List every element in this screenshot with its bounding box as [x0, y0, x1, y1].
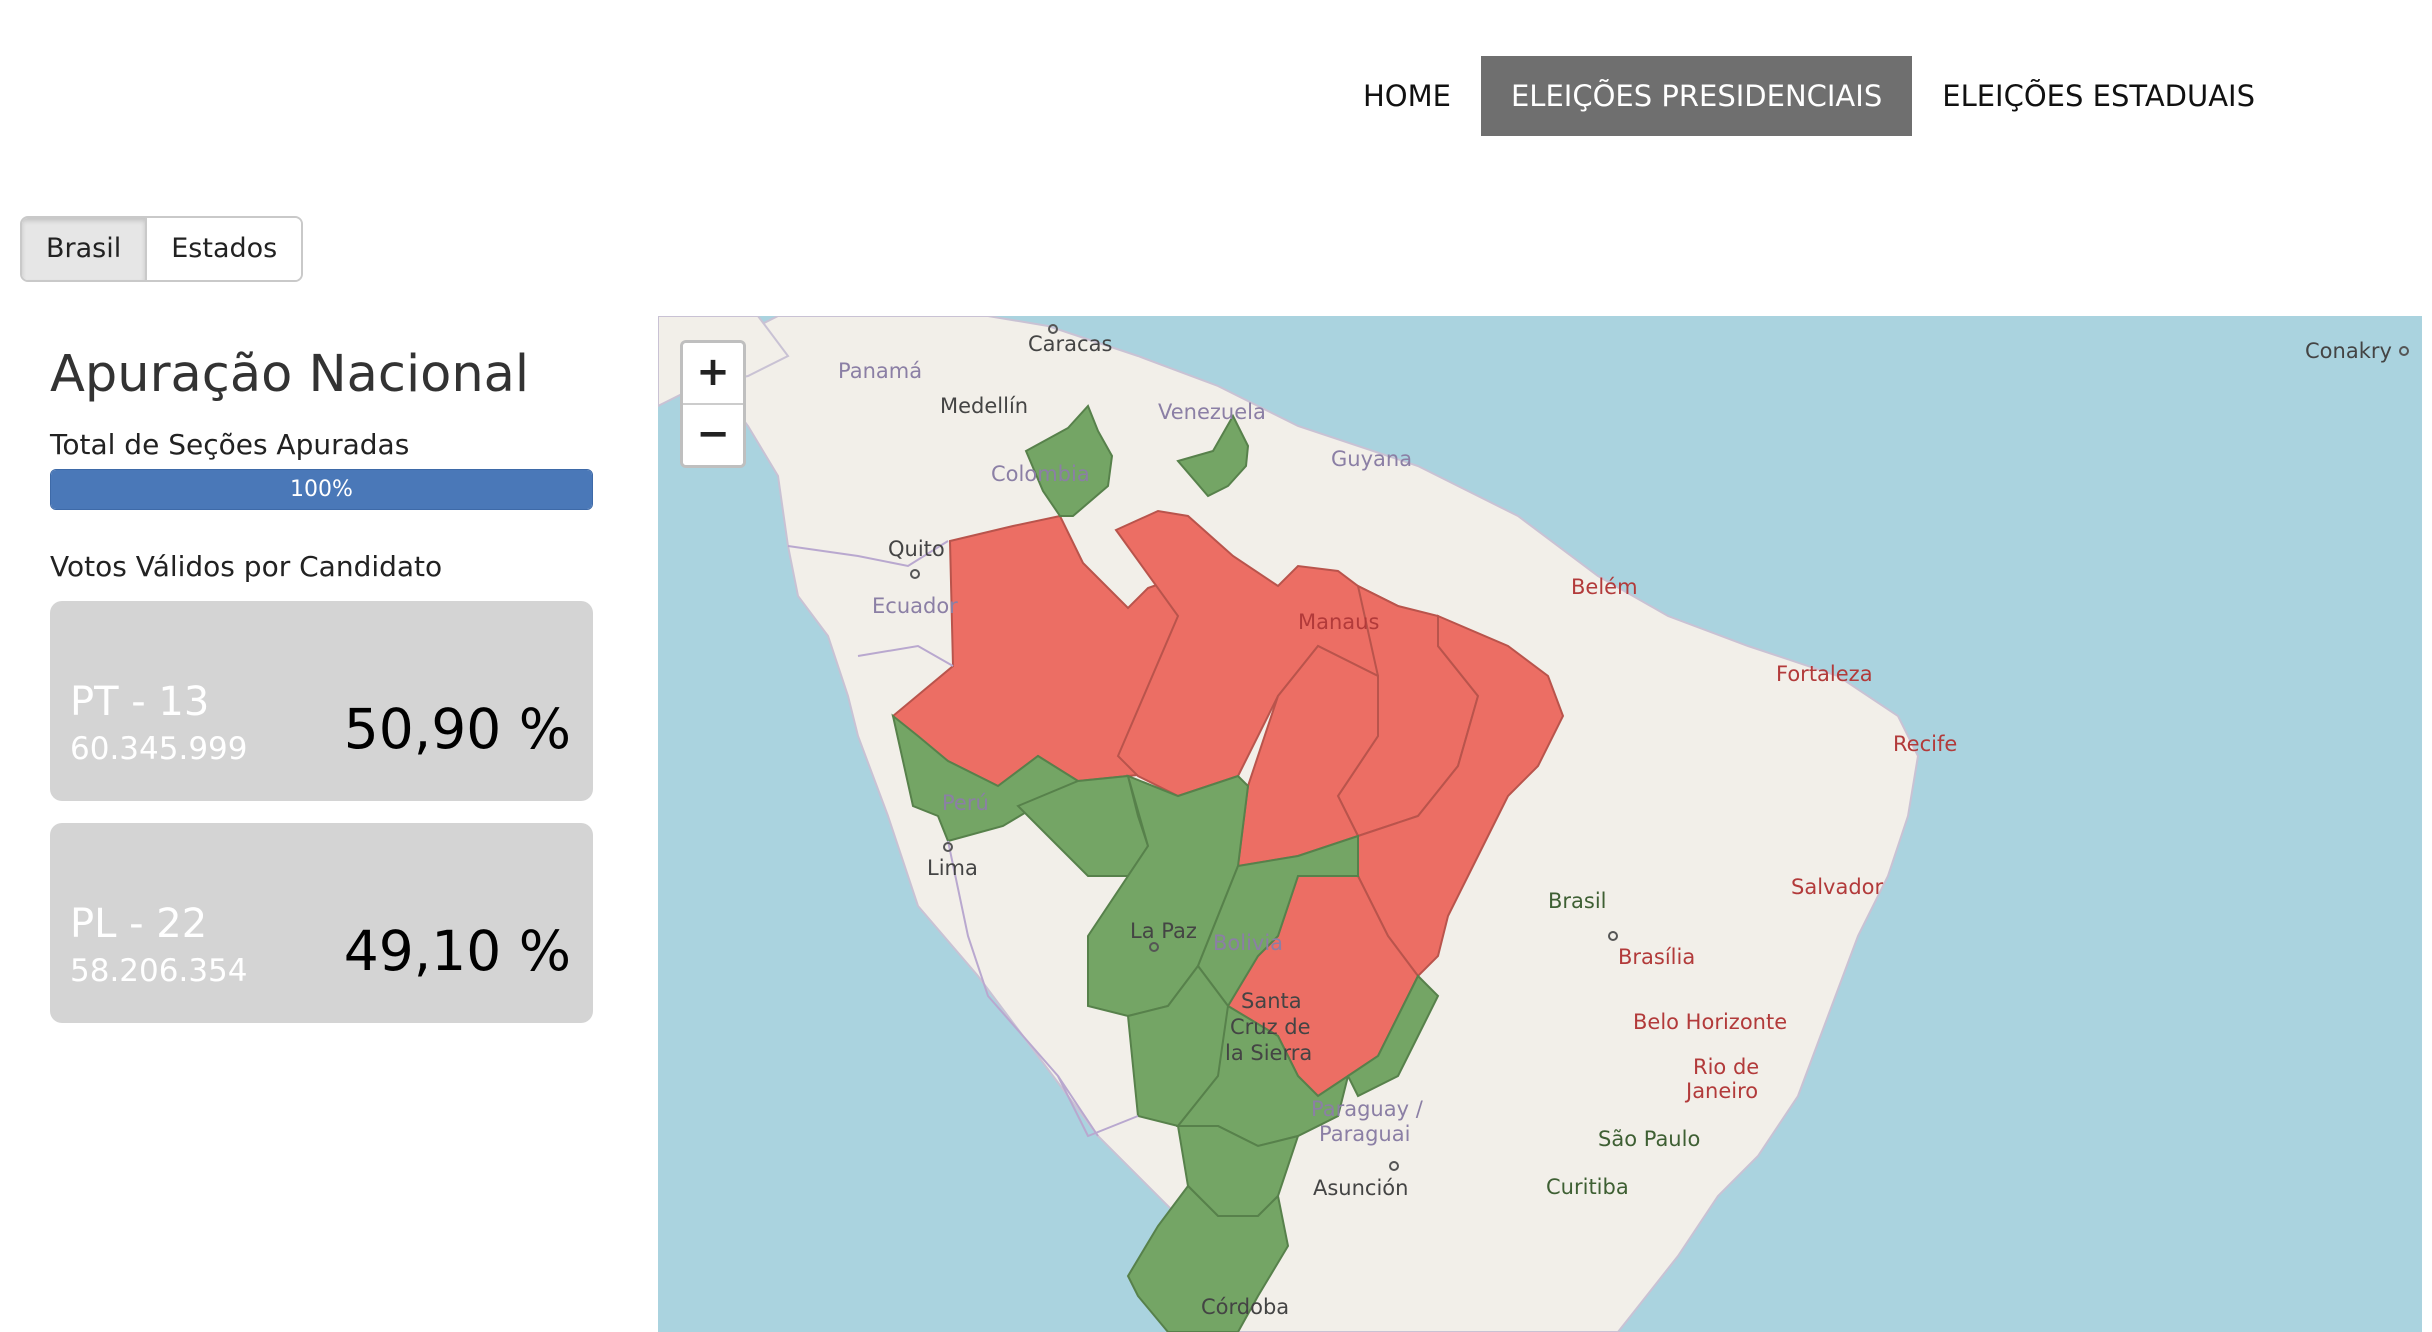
- label-peru: Perú: [942, 791, 989, 815]
- view-toggle: Brasil Estados: [20, 216, 304, 282]
- label-salvador: Salvador: [1791, 875, 1884, 899]
- label-cruz-de: Cruz de: [1230, 1015, 1311, 1039]
- map-canvas[interactable]: Caracas Panamá Medellín Venezuela Guyana…: [658, 316, 2422, 1332]
- state-sao-paulo[interactable]: [1175, 1004, 1350, 1148]
- label-medellin: Medellín: [940, 394, 1028, 418]
- label-santa: Santa: [1241, 989, 1302, 1013]
- label-sao-paulo: São Paulo: [1598, 1127, 1700, 1151]
- state-nordeste[interactable]: [1357, 614, 1565, 978]
- label-paraguai: Paraguai: [1319, 1122, 1410, 1146]
- label-quito: Quito: [888, 537, 945, 561]
- state-espirito-santo-rio[interactable]: [1346, 974, 1440, 1098]
- progress-bar-track: 100%: [50, 469, 593, 510]
- nav-eleicoes-estaduais[interactable]: ELEIÇÕES ESTADUAIS: [1942, 79, 2256, 113]
- votes-label: Votos Válidos por Candidato: [50, 550, 443, 583]
- states-pl: [891, 404, 1440, 1332]
- toggle-brasil[interactable]: Brasil: [22, 218, 146, 280]
- label-belo-horizonte: Belo Horizonte: [1633, 1010, 1787, 1034]
- progress-label: Total de Seções Apuradas: [50, 428, 410, 461]
- label-asuncion: Asunción: [1313, 1176, 1408, 1200]
- top-nav: HOME ELEIÇÕES PRESIDENCIAIS ELEIÇÕES EST…: [1333, 56, 2285, 136]
- label-venezuela: Venezuela: [1158, 400, 1266, 424]
- zoom-control: + −: [680, 340, 746, 468]
- nav-home[interactable]: HOME: [1363, 79, 1451, 113]
- label-colombia: Colombia: [991, 462, 1090, 486]
- map-labels: Caracas Panamá Medellín Venezuela Guyana…: [838, 332, 2392, 1319]
- city-markers: [910, 324, 2409, 1171]
- label-bolivia: Bolivia: [1213, 931, 1283, 955]
- label-panama: Panamá: [838, 359, 922, 383]
- zoom-out-button[interactable]: −: [683, 403, 743, 465]
- progress-bar-fill: 100%: [51, 470, 592, 509]
- label-ecuador: Ecuador: [872, 594, 958, 618]
- results-panel: Apuração Nacional Total de Seções Apurad…: [50, 340, 593, 583]
- label-curitiba: Curitiba: [1546, 1175, 1629, 1199]
- country-borders: [787, 540, 1139, 1138]
- candidate-card-pl: PL - 22 58.206.354 49,10 %: [50, 823, 593, 1023]
- panel-title: Apuração Nacional: [50, 345, 530, 404]
- map[interactable]: Caracas Panamá Medellín Venezuela Guyana…: [658, 316, 2422, 1332]
- label-recife: Recife: [1893, 732, 1957, 756]
- label-guyana: Guyana: [1331, 447, 1412, 471]
- label-fortaleza: Fortaleza: [1776, 662, 1873, 686]
- candidate-party: PT - 13: [70, 679, 210, 725]
- candidate-card-pt: PT - 13 60.345.999 50,90 %: [50, 601, 593, 801]
- state-rio-grande-sul[interactable]: [1126, 1184, 1290, 1332]
- label-cordoba: Córdoba: [1201, 1295, 1289, 1319]
- candidate-votes: 60.345.999: [70, 731, 248, 767]
- label-la-sierra: la Sierra: [1225, 1041, 1312, 1065]
- candidate-percent: 49,10 %: [343, 919, 571, 983]
- candidate-party: PL - 22: [70, 901, 208, 947]
- label-rio-de: Rio de: [1693, 1055, 1759, 1079]
- label-paraguay: Paraguay /: [1311, 1097, 1424, 1121]
- candidate-votes: 58.206.354: [70, 953, 248, 989]
- toggle-estados[interactable]: Estados: [145, 218, 302, 280]
- label-caracas: Caracas: [1028, 332, 1112, 356]
- candidate-percent: 50,90 %: [343, 697, 571, 761]
- label-belem: Belém: [1571, 575, 1638, 599]
- label-lima: Lima: [927, 856, 978, 880]
- label-brasil: Brasil: [1548, 889, 1607, 913]
- label-la-paz: La Paz: [1130, 919, 1197, 943]
- label-janeiro: Janeiro: [1684, 1079, 1758, 1103]
- label-manaus: Manaus: [1298, 610, 1379, 634]
- label-brasilia: Brasília: [1618, 945, 1695, 969]
- label-conakry: Conakry: [2305, 339, 2392, 363]
- nav-eleicoes-presidenciais[interactable]: ELEIÇÕES PRESIDENCIAIS: [1480, 56, 1913, 136]
- state-roraima[interactable]: [1024, 404, 1114, 517]
- states-pt: [891, 509, 1565, 1098]
- state-amapa[interactable]: [1176, 413, 1250, 498]
- zoom-in-button[interactable]: +: [683, 343, 743, 403]
